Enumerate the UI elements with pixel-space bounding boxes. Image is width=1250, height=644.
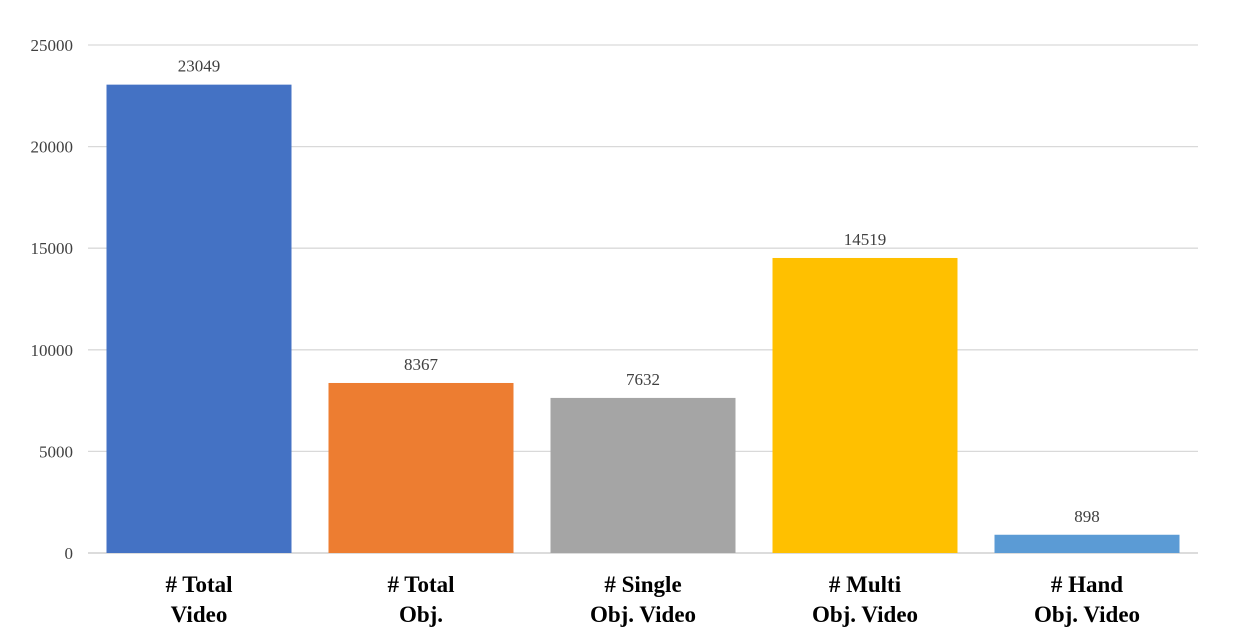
x-tick-label: # Multi Obj. Video [812, 572, 918, 627]
x-tick-label-line: # Total [387, 572, 454, 597]
x-tick-label-line: Obj. Video [812, 602, 918, 627]
x-tick-label-line: # Single [604, 572, 681, 597]
x-tick-label: # Total Video [165, 572, 232, 627]
x-tick-label-line: Obj. [399, 602, 443, 627]
bar [550, 397, 736, 553]
x-tick-label-line: # Hand [1051, 572, 1123, 597]
x-tick-label: # Hand Obj. Video [1034, 572, 1140, 627]
data-label: 898 [1074, 507, 1100, 526]
data-label: 8367 [404, 355, 439, 374]
bar [106, 84, 292, 553]
x-tick-label-line: # Total [165, 572, 232, 597]
bar [328, 382, 514, 553]
bars [106, 84, 1180, 553]
y-axis-tick-labels: 0 5000 10000 15000 20000 25000 [31, 36, 74, 563]
y-tick-label: 10000 [31, 341, 74, 360]
bar [772, 257, 958, 553]
data-label: 14519 [844, 230, 887, 249]
y-tick-label: 5000 [39, 442, 73, 461]
x-tick-label: # Single Obj. Video [590, 572, 696, 627]
y-tick-label: 15000 [31, 239, 74, 258]
x-tick-label-line: Video [171, 602, 228, 627]
data-label: 23049 [178, 57, 221, 76]
y-tick-label: 20000 [31, 138, 74, 157]
y-tick-label: 25000 [31, 36, 74, 55]
x-axis-category-labels: # Total Video # Total Obj. # Single Obj. Vide… [165, 572, 1140, 627]
x-tick-label-line: Obj. Video [590, 602, 696, 627]
data-label: 7632 [626, 370, 660, 389]
x-tick-label-line: Obj. Video [1034, 602, 1140, 627]
y-tick-label: 0 [65, 544, 74, 563]
x-tick-label-line: # Multi [829, 572, 902, 597]
bar [994, 534, 1180, 553]
data-labels: 23049 8367 7632 14519 898 [178, 57, 1100, 526]
x-tick-label: # Total Obj. [387, 572, 454, 627]
